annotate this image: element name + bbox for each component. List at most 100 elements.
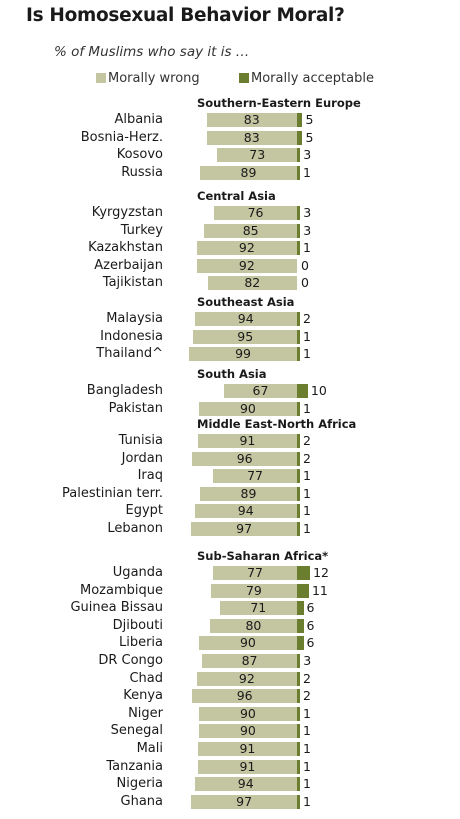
chart-subtitle: % of Muslims who say it is … — [54, 44, 250, 60]
bar-morally-wrong — [194, 312, 297, 326]
value-label-wrong: 92 — [238, 240, 255, 256]
value-label-wrong: 87 — [241, 653, 258, 668]
bar-morally-acceptable — [297, 618, 304, 633]
value-label-acceptable: 0 — [301, 275, 309, 291]
bar-morally-wrong — [219, 601, 297, 616]
bar-morally-wrong — [193, 329, 297, 344]
country-label: Jordan — [121, 450, 163, 466]
value-label-wrong: 77 — [247, 468, 263, 484]
bar-morally-acceptable — [297, 312, 300, 326]
country-label: Iraq — [137, 468, 163, 484]
bar-morally-wrong — [199, 486, 297, 501]
bar-morally-wrong — [198, 636, 297, 651]
value-label-acceptable: 1 — [303, 240, 311, 256]
value-label-acceptable: 1 — [303, 705, 311, 721]
country-label: Indonesia — [100, 328, 163, 344]
value-label-acceptable: 6 — [306, 635, 315, 651]
country-label: Egypt — [125, 503, 163, 519]
value-label-wrong: 92 — [238, 257, 255, 273]
bar-morally-wrong — [199, 165, 297, 180]
value-label-wrong: 92 — [238, 670, 255, 686]
value-label-acceptable: 6 — [306, 600, 315, 616]
bar-morally-acceptable — [297, 241, 300, 256]
bar-morally-acceptable — [297, 654, 301, 668]
value-label-acceptable: 6 — [306, 617, 315, 633]
country-label: Pakistan — [108, 400, 163, 416]
value-label-acceptable: 12 — [313, 565, 329, 580]
country-label: Ghana — [120, 793, 164, 809]
country-label: Turkey — [120, 222, 163, 238]
value-label-acceptable: 1 — [303, 164, 311, 180]
bar-morally-acceptable — [297, 742, 300, 756]
bar-morally-wrong — [213, 469, 297, 484]
value-label-acceptable: 3 — [303, 205, 312, 220]
bar-morally-wrong — [209, 618, 297, 633]
value-label-acceptable: 1 — [303, 758, 311, 774]
country-label: Tajikistan — [102, 275, 163, 291]
bar-morally-wrong — [191, 522, 297, 536]
value-label-acceptable: 1 — [303, 485, 311, 501]
value-label-acceptable: 3 — [303, 653, 312, 668]
country-label: Albania — [114, 112, 163, 127]
bar-morally-acceptable — [297, 347, 300, 362]
bar-morally-acceptable — [297, 522, 300, 536]
value-label-wrong: 77 — [247, 565, 263, 580]
country-label: Bosnia-Herz. — [80, 129, 163, 145]
bar-morally-acceptable — [297, 724, 300, 739]
bar-morally-wrong — [213, 566, 297, 580]
value-label-acceptable: 2 — [303, 670, 311, 686]
value-label-acceptable: 1 — [303, 400, 311, 416]
bar-morally-wrong — [194, 777, 297, 792]
bar-morally-wrong — [192, 689, 297, 704]
bar-morally-acceptable — [297, 689, 300, 704]
legend-swatch-wrong — [96, 73, 106, 83]
country-label: Thailand^ — [96, 346, 163, 362]
value-label-acceptable: 11 — [311, 582, 328, 598]
section-title: Southern-Eastern Europe — [197, 96, 361, 110]
value-label-acceptable: 0 — [301, 257, 309, 273]
bar-morally-wrong — [206, 113, 297, 127]
country-label: Tunisia — [118, 433, 163, 448]
country-label: Mozambique — [80, 582, 163, 598]
section-title: South Asia — [197, 367, 267, 381]
value-label-wrong: 89 — [240, 485, 257, 501]
bar-morally-wrong — [197, 759, 297, 774]
value-label-wrong: 94 — [237, 311, 254, 326]
value-label-wrong: 73 — [249, 147, 266, 163]
bar-morally-acceptable — [297, 434, 300, 448]
bar-morally-acceptable — [297, 794, 300, 809]
legend-label-acceptable: Morally acceptable — [251, 71, 374, 86]
value-label-acceptable: 2 — [303, 311, 311, 326]
bar-morally-acceptable — [297, 329, 300, 344]
bar-morally-wrong — [194, 504, 297, 519]
bar-morally-acceptable — [297, 601, 304, 616]
value-label-wrong: 97 — [236, 793, 253, 809]
bar-morally-acceptable — [297, 486, 300, 501]
value-label-wrong: 90 — [239, 635, 256, 651]
country-label: Kosovo — [116, 147, 163, 163]
country-label: Lebanon — [107, 521, 163, 536]
value-label-wrong: 83 — [243, 129, 260, 145]
bar-morally-acceptable — [297, 504, 300, 519]
country-label: Kyrgyzstan — [91, 205, 163, 220]
value-label-wrong: 96 — [236, 688, 253, 704]
value-label-wrong: 67 — [252, 383, 269, 398]
bar-morally-wrong — [196, 241, 297, 256]
bar-morally-acceptable — [297, 451, 300, 466]
bar-morally-wrong — [204, 223, 297, 238]
value-label-wrong: 97 — [236, 521, 253, 536]
country-label: Nigeria — [116, 776, 163, 792]
legend-item-wrong: Morally wrong — [96, 71, 200, 86]
value-label-wrong: 82 — [244, 275, 261, 291]
bar-morally-wrong — [198, 724, 297, 739]
value-label-wrong: 91 — [239, 741, 256, 756]
country-label: Tanzania — [106, 758, 163, 774]
bar-morally-acceptable — [297, 566, 311, 580]
bar-morally-acceptable — [297, 384, 308, 398]
bar-morally-wrong — [223, 384, 297, 398]
bar-morally-wrong — [189, 347, 297, 362]
value-label-wrong: 76 — [247, 205, 264, 220]
value-label-wrong: 95 — [237, 328, 254, 344]
value-label-wrong: 79 — [245, 582, 262, 598]
